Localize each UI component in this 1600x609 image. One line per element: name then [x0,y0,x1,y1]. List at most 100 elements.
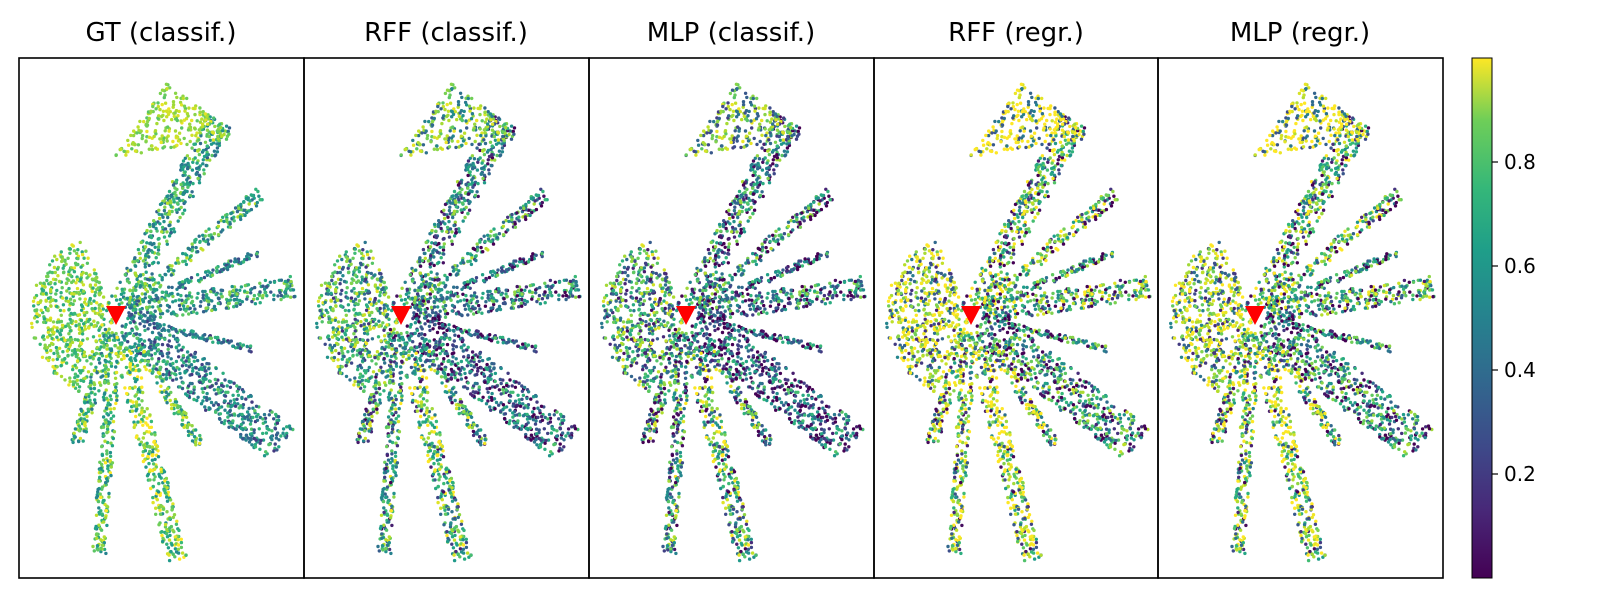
scatter-point [339,271,342,274]
scatter-point [208,271,211,274]
scatter-point [183,329,186,332]
scatter-point [164,129,167,132]
scatter-point [98,357,101,360]
scatter-point [276,422,279,425]
scatter-point [184,157,187,160]
scatter-point [78,292,81,295]
scatter-point [99,309,102,312]
scatter-point [373,273,376,276]
scatter-point [86,337,89,340]
scatter-point [161,134,164,137]
scatter-point [214,378,217,381]
scatter-point [87,300,90,303]
scatter-point [182,426,185,429]
scatter-point [345,250,348,253]
scatter-point [173,230,176,233]
scatter-point [166,387,169,390]
scatter-point [144,140,147,143]
scatter-point [135,295,138,298]
scatter-point [98,293,101,296]
scatter-point [206,156,209,159]
scatter-point [165,495,168,498]
scatter-point [225,306,228,309]
scatter-point [216,150,219,153]
scatter-point [179,183,182,186]
scatter-point [147,255,150,258]
scatter-point [250,432,253,435]
scatter-point [380,288,383,291]
scatter-point [250,300,253,303]
scatter-point [366,339,369,342]
scatter-point [73,312,76,315]
scatter-point [219,412,222,415]
scatter-point [261,432,264,435]
scatter-point [177,410,180,413]
scatter-point [385,286,388,289]
scatter-point [178,385,181,388]
scatter-point [62,303,65,306]
scatter-point [154,227,157,230]
scatter-point [210,384,213,387]
scatter-point [154,146,157,149]
scatter-point [167,329,170,332]
scatter-point [48,356,51,359]
scatter-point [171,379,174,382]
scatter-point [152,462,155,465]
scatter-point [126,354,129,357]
scatter-point [168,334,171,337]
scatter-point [258,282,261,285]
scatter-point [235,428,238,431]
scatter-point [114,402,117,405]
scatter-point [176,201,179,204]
scatter-point [112,437,115,440]
scatter-point [248,202,251,205]
scatter-point [62,309,65,312]
scatter-point [332,297,335,300]
scatter-point [39,282,42,285]
scatter-point [233,298,236,301]
scatter-point [112,334,115,337]
scatter-point [270,429,273,432]
scatter-point [250,395,253,398]
scatter-point [52,320,55,323]
scatter-point [204,271,207,274]
scatter-point [281,432,284,435]
scatter-point [106,344,109,347]
scatter-point [165,240,168,243]
scatter-point [206,274,209,277]
scatter-point [56,267,59,270]
scatter-point [179,308,182,311]
scatter-point [200,402,203,405]
scatter-point [189,382,192,385]
scatter-point [96,371,99,374]
scatter-point [80,342,83,345]
scatter-point [60,250,63,253]
scatter-point [361,338,364,341]
scatter-point [148,426,151,429]
scatter-point [109,474,112,477]
scatter-point [202,310,205,313]
scatter-point [253,409,256,412]
scatter-point [182,192,185,195]
scatter-point [160,534,163,537]
scatter-point [254,438,257,441]
scatter-point [139,257,142,260]
scatter-point [216,146,219,149]
scatter-point [74,262,77,265]
scatter-point [47,297,50,300]
scatter-point [82,257,85,260]
scatter-point [93,369,96,372]
scatter-point [167,325,170,328]
scatter-point [154,352,157,355]
scatter-point [153,475,156,478]
scatter-point [78,328,81,331]
scatter-point [139,273,142,276]
scatter-point [51,299,54,302]
scatter-point [134,415,137,418]
scatter-point [97,389,100,392]
scatter-point [165,486,168,489]
scatter-point [245,211,248,214]
scatter-point [229,226,232,229]
scatter-point [102,396,105,399]
scatter-point [270,410,273,413]
